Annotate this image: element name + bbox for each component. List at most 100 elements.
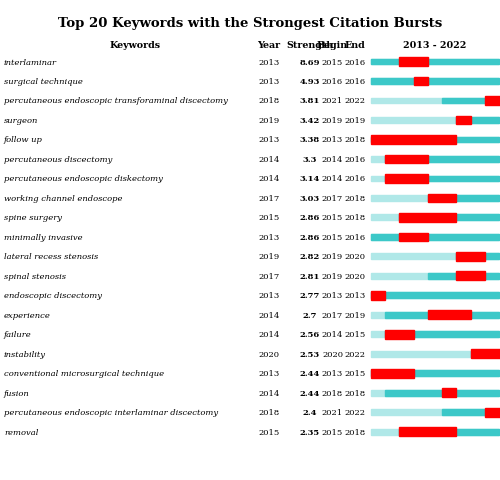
Text: 2014: 2014 <box>258 331 280 338</box>
Text: 2018: 2018 <box>344 389 366 397</box>
Text: 3.3: 3.3 <box>303 156 317 164</box>
Text: removal: removal <box>4 428 38 436</box>
Text: 2016: 2016 <box>344 175 366 183</box>
Text: 2016: 2016 <box>344 233 366 241</box>
Text: 2016: 2016 <box>344 78 366 86</box>
Text: 2015: 2015 <box>322 428 343 436</box>
Text: 2017: 2017 <box>258 272 280 280</box>
Text: 2014: 2014 <box>322 156 343 164</box>
Text: 2.77: 2.77 <box>300 292 320 300</box>
Text: lateral recess stenosis: lateral recess stenosis <box>4 253 98 261</box>
Text: percutaneous discectomy: percutaneous discectomy <box>4 156 112 164</box>
Text: surgical technique: surgical technique <box>4 78 83 86</box>
Text: 2015: 2015 <box>322 233 343 241</box>
Text: 3.03: 3.03 <box>300 194 320 203</box>
Text: 2019: 2019 <box>322 117 343 125</box>
Text: 2017: 2017 <box>322 311 343 319</box>
Text: 2019: 2019 <box>344 311 366 319</box>
Text: 3.38: 3.38 <box>300 136 320 144</box>
Text: 8.69: 8.69 <box>300 59 320 66</box>
Text: 2020: 2020 <box>322 350 343 358</box>
Text: 2.35: 2.35 <box>300 428 320 436</box>
Text: End: End <box>344 41 366 50</box>
Text: 2022: 2022 <box>344 97 366 105</box>
Text: 2019: 2019 <box>322 272 343 280</box>
Text: experience: experience <box>4 311 51 319</box>
Text: fusion: fusion <box>4 389 30 397</box>
Text: 2.44: 2.44 <box>300 370 320 377</box>
Text: 2013 - 2022: 2013 - 2022 <box>404 41 466 50</box>
Text: 2014: 2014 <box>322 331 343 338</box>
Text: 2.86: 2.86 <box>300 233 320 241</box>
Text: failure: failure <box>4 331 32 338</box>
Text: surgeon: surgeon <box>4 117 38 125</box>
Text: 2017: 2017 <box>322 194 343 203</box>
Text: 2015: 2015 <box>344 331 366 338</box>
Text: interlaminar: interlaminar <box>4 59 57 66</box>
Text: 3.81: 3.81 <box>300 97 320 105</box>
Text: 2013: 2013 <box>258 136 280 144</box>
Text: 2020: 2020 <box>258 350 280 358</box>
Text: 2016: 2016 <box>322 78 343 86</box>
Text: 2018: 2018 <box>344 214 366 222</box>
Text: Keywords: Keywords <box>110 41 160 50</box>
Text: 3.42: 3.42 <box>300 117 320 125</box>
Text: 2.56: 2.56 <box>300 331 320 338</box>
Text: Top 20 Keywords with the Strongest Citation Bursts: Top 20 Keywords with the Strongest Citat… <box>58 17 442 30</box>
Text: 2018: 2018 <box>258 408 280 416</box>
Text: 2015: 2015 <box>258 214 280 222</box>
Text: 2018: 2018 <box>344 194 366 203</box>
Text: 2018: 2018 <box>344 136 366 144</box>
Text: 2022: 2022 <box>344 350 366 358</box>
Text: conventional microsurgical technique: conventional microsurgical technique <box>4 370 164 377</box>
Text: 2015: 2015 <box>258 428 280 436</box>
Text: 2014: 2014 <box>258 156 280 164</box>
Text: follow up: follow up <box>4 136 43 144</box>
Text: spine surgery: spine surgery <box>4 214 62 222</box>
Text: 2013: 2013 <box>344 292 366 300</box>
Text: instability: instability <box>4 350 46 358</box>
Text: 2.81: 2.81 <box>300 272 320 280</box>
Text: 2014: 2014 <box>322 175 343 183</box>
Text: 2013: 2013 <box>258 59 280 66</box>
Text: 2021: 2021 <box>322 97 343 105</box>
Text: 2017: 2017 <box>258 194 280 203</box>
Text: 2018: 2018 <box>258 97 280 105</box>
Text: 2.4: 2.4 <box>303 408 318 416</box>
Text: endoscopic discectomy: endoscopic discectomy <box>4 292 102 300</box>
Text: percutaneous endoscopic interlaminar discectomy: percutaneous endoscopic interlaminar dis… <box>4 408 218 416</box>
Text: Begin: Begin <box>317 41 348 50</box>
Text: 2019: 2019 <box>258 253 280 261</box>
Text: Strength: Strength <box>286 41 334 50</box>
Text: 2019: 2019 <box>322 253 343 261</box>
Text: 2021: 2021 <box>322 408 343 416</box>
Text: 2019: 2019 <box>344 117 366 125</box>
Text: 2013: 2013 <box>258 233 280 241</box>
Text: 2016: 2016 <box>344 59 366 66</box>
Text: 2019: 2019 <box>258 117 280 125</box>
Text: 2020: 2020 <box>344 253 366 261</box>
Text: 2014: 2014 <box>258 389 280 397</box>
Text: 2.53: 2.53 <box>300 350 320 358</box>
Text: 4.93: 4.93 <box>300 78 320 86</box>
Text: percutaneous endoscopic diskectomy: percutaneous endoscopic diskectomy <box>4 175 163 183</box>
Text: 3.14: 3.14 <box>300 175 320 183</box>
Text: 2016: 2016 <box>344 156 366 164</box>
Text: 2015: 2015 <box>322 214 343 222</box>
Text: percutaneous endoscopic transforaminal discectomy: percutaneous endoscopic transforaminal d… <box>4 97 228 105</box>
Text: 2.44: 2.44 <box>300 389 320 397</box>
Text: 2013: 2013 <box>258 292 280 300</box>
Text: 2014: 2014 <box>258 311 280 319</box>
Text: spinal stenosis: spinal stenosis <box>4 272 66 280</box>
Text: 2022: 2022 <box>344 408 366 416</box>
Text: 2.7: 2.7 <box>303 311 318 319</box>
Text: 2015: 2015 <box>322 59 343 66</box>
Text: 2013: 2013 <box>258 370 280 377</box>
Text: 2013: 2013 <box>322 136 343 144</box>
Text: 2015: 2015 <box>344 370 366 377</box>
Text: 2018: 2018 <box>322 389 343 397</box>
Text: 2.86: 2.86 <box>300 214 320 222</box>
Text: Year: Year <box>258 41 280 50</box>
Text: 2013: 2013 <box>258 78 280 86</box>
Text: minimally invasive: minimally invasive <box>4 233 82 241</box>
